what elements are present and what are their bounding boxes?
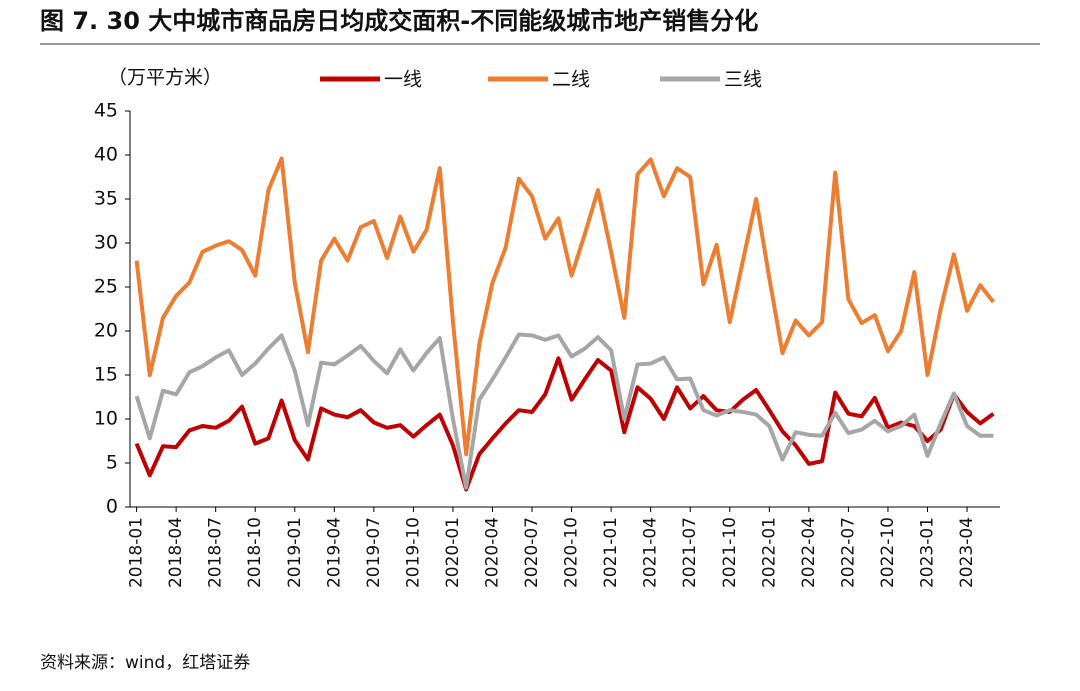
x-tick-label: 2021-04 [641,517,661,588]
x-tick-label: 2020-04 [483,517,503,588]
x-tick-label: 2018-04 [166,517,186,588]
y-tick-label: 35 [94,188,118,210]
x-tick-label: 2022-01 [759,517,779,588]
x-tick-label: 2019-04 [324,517,344,588]
y-tick-label: 45 [94,100,118,122]
x-tick-label: 2019-01 [285,517,305,588]
x-tick-label: 2020-07 [522,517,542,588]
y-tick-label: 30 [94,232,118,254]
y-tick-label: 15 [94,364,118,386]
x-tick-label: 2018-10 [245,517,265,588]
x-tick-label: 2023-04 [957,517,977,588]
line-series [134,156,995,457]
line-series [134,356,995,492]
y-tick-label: 5 [106,452,118,474]
x-tick-label: 2020-01 [443,517,463,588]
y-axis-label: （万平方米） [108,67,222,89]
y-tick-label: 25 [94,276,118,298]
y-tick-label: 40 [94,144,118,166]
legend: 一线 二线 三线 [320,69,762,91]
legend-label: 三线 [724,69,762,91]
x-tick-label: 2019-07 [364,517,384,588]
legend-label: 二线 [552,69,590,91]
line-series [134,332,994,490]
x-tick-label: 2022-04 [799,517,819,588]
y-tick-label: 0 [106,496,118,518]
x-tick-label: 2018-07 [206,517,226,588]
x-tick-label: 2022-07 [838,517,858,588]
x-tick-label: 2021-01 [601,517,621,588]
x-tick-label: 2020-10 [562,517,582,588]
legend-label: 一线 [384,69,422,91]
y-tick-label: 10 [94,408,118,430]
x-tick-label: 2021-07 [680,517,700,588]
x-tick-label: 2022-10 [878,517,898,588]
x-tick-label: 2019-10 [403,517,423,588]
x-tick-label: 2021-10 [720,517,740,588]
source-note: 资料来源：wind，红塔证券 [40,653,250,673]
chart-title: 图 7. 30 大中城市商品房日均成交面积-不同能级城市地产销售分化 [40,7,758,35]
x-tick-label: 2018-01 [127,517,147,588]
y-tick-label: 20 [94,320,118,342]
x-tick-label: 2023-01 [918,517,938,588]
